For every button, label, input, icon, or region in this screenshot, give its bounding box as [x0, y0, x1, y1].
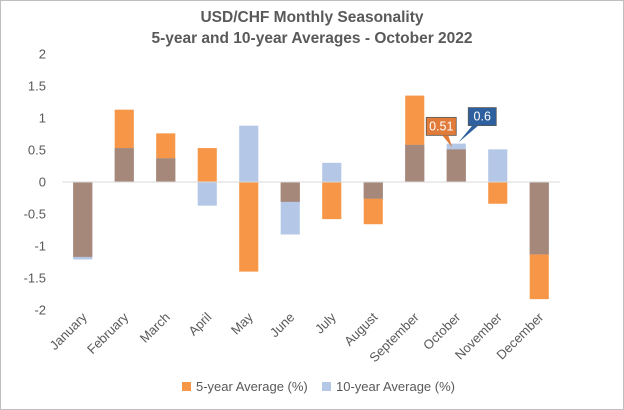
bar-overlap-september — [405, 144, 425, 182]
bar-overlap-february — [114, 148, 134, 182]
legend-swatch-10-year — [322, 382, 331, 391]
callout-5-year-pointer — [442, 135, 453, 148]
legend-label-5-year: 5-year Average (%) — [196, 379, 308, 394]
bar-overlap-august — [363, 182, 383, 199]
y-tick-label: -2 — [34, 303, 46, 318]
legend: 5-year Average (%) 10-year Average (%) — [182, 379, 455, 394]
legend-swatch-5-year — [182, 382, 191, 391]
callout-5-year-box — [425, 116, 457, 136]
bar-10-year-july — [322, 162, 342, 182]
bar-overlap-march — [156, 158, 176, 182]
y-tick-label: 0.5 — [28, 143, 46, 158]
y-tick-label: 1 — [39, 111, 46, 126]
bar-5-year-july — [322, 182, 342, 220]
y-tick-label: 2 — [39, 47, 46, 62]
y-axis-ticks: 2 1.5 1 0.5 0 -0.5 -1 -1.5 -2 — [24, 47, 46, 318]
chart-title-line-1: USD/CHF Monthly Seasonality — [200, 9, 424, 26]
bar-5-year-november — [488, 182, 508, 204]
bar-overlap-january — [73, 182, 93, 257]
callout-10-year-pointer — [458, 125, 479, 143]
callout-10-year-label: 0.6 — [474, 110, 491, 124]
chart-title: USD/CHF Monthly Seasonality 5-year and 1… — [0, 7, 624, 49]
x-tick-label: March — [137, 310, 173, 346]
y-tick-label: -1.5 — [24, 271, 46, 286]
bar-10-year-november — [488, 149, 508, 182]
y-tick-label: 1.5 — [28, 79, 46, 94]
x-tick-label: February — [84, 309, 132, 357]
y-tick-label: -0.5 — [24, 207, 46, 222]
bar-5-year-may — [239, 182, 259, 272]
x-tick-label: August — [341, 309, 380, 348]
chart-title-line-2: 5-year and 10-year Averages - October 20… — [151, 30, 473, 47]
x-tick-label: April — [185, 309, 214, 338]
legend-label-10-year: 10-year Average (%) — [336, 379, 455, 394]
bar-overlap-october — [446, 149, 466, 182]
y-tick-label: 0 — [39, 175, 46, 190]
x-tick-label: July — [312, 309, 339, 336]
bar-overlap-june — [280, 182, 300, 202]
bar-5-year-april — [197, 148, 217, 182]
callout-10-year-box — [467, 107, 497, 126]
bars — [73, 95, 549, 300]
x-tick-label: May — [228, 309, 256, 337]
callout-5-year-label: 0.51 — [429, 119, 453, 133]
bar-overlap-december — [529, 182, 549, 255]
x-tick-label: June — [267, 310, 298, 341]
callouts: 0.51 0.6 — [425, 107, 497, 148]
bar-10-year-april — [197, 182, 217, 206]
bar-10-year-may — [239, 125, 259, 182]
y-tick-label: -1 — [34, 239, 46, 254]
